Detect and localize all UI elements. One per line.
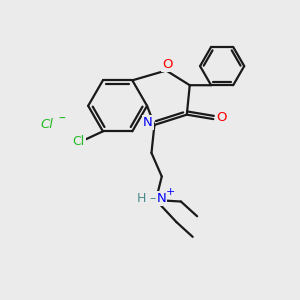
- Text: O: O: [162, 58, 173, 70]
- Text: Cl: Cl: [40, 118, 53, 131]
- Text: –: –: [58, 112, 65, 126]
- Text: N: N: [143, 116, 153, 129]
- Text: H: H: [137, 192, 146, 205]
- Text: O: O: [216, 111, 227, 124]
- Text: Cl: Cl: [72, 135, 85, 148]
- Text: –: –: [149, 192, 155, 205]
- Text: +: +: [166, 187, 175, 197]
- Text: N: N: [156, 192, 166, 205]
